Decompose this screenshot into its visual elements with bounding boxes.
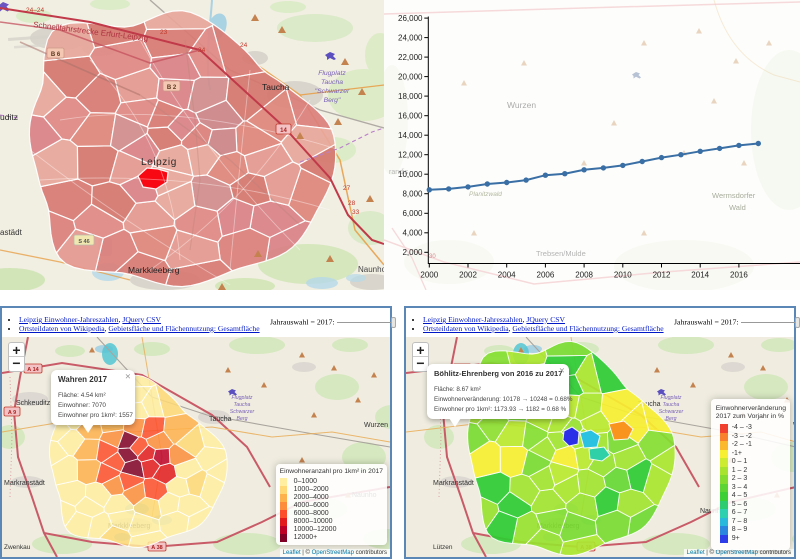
svg-text:2010: 2010 — [614, 271, 632, 280]
svg-text:24: 24 — [198, 47, 206, 54]
svg-text:Flugplatz: Flugplatz — [660, 395, 681, 401]
svg-text:Trebsen/Mulde: Trebsen/Mulde — [536, 249, 586, 258]
svg-text:Taucha: Taucha — [234, 402, 251, 408]
svg-text:"Schwarzer: "Schwarzer — [315, 88, 350, 95]
svg-text:Taucha: Taucha — [209, 416, 232, 423]
svg-text:Taucha: Taucha — [321, 79, 343, 86]
svg-text:14,000: 14,000 — [398, 131, 423, 140]
svg-text:28: 28 — [348, 200, 356, 207]
svg-text:Flugplatz: Flugplatz — [231, 395, 252, 401]
svg-text:B 6: B 6 — [51, 52, 61, 58]
svg-text:Taucha: Taucha — [663, 402, 680, 408]
svg-text:uditz: uditz — [0, 112, 18, 122]
svg-text:Berg": Berg" — [324, 97, 341, 104]
svg-text:12,000: 12,000 — [398, 151, 423, 160]
svg-text:A 38: A 38 — [151, 545, 162, 551]
svg-text:S 46: S 46 — [78, 239, 89, 245]
svg-text:2014: 2014 — [691, 271, 709, 280]
svg-text:Wurzen: Wurzen — [364, 422, 388, 429]
svg-text:10,000: 10,000 — [398, 170, 423, 179]
svg-text:2000: 2000 — [420, 271, 438, 280]
svg-text:16,000: 16,000 — [398, 112, 423, 121]
svg-text:2004: 2004 — [498, 271, 516, 280]
svg-text:8,000: 8,000 — [402, 190, 423, 199]
svg-text:30: 30 — [429, 254, 436, 260]
svg-text:24: 24 — [240, 42, 248, 49]
svg-text:Lützen: Lützen — [433, 544, 453, 551]
svg-text:Schwarzer: Schwarzer — [230, 409, 255, 415]
svg-text:Markranstädt: Markranstädt — [4, 480, 45, 487]
svg-text:2016: 2016 — [730, 271, 748, 280]
svg-text:Planitzwald: Planitzwald — [469, 191, 502, 198]
svg-text:Flugplatz: Flugplatz — [318, 70, 346, 77]
svg-text:Markkleeberg: Markkleeberg — [128, 265, 180, 275]
svg-text:Leipzig: Leipzig — [141, 157, 177, 168]
svg-text:Naunho: Naunho — [358, 265, 384, 274]
svg-text:Schkeuditz: Schkeuditz — [16, 400, 51, 407]
svg-text:18,000: 18,000 — [398, 92, 423, 101]
svg-text:24–24: 24–24 — [26, 7, 44, 14]
svg-text:2002: 2002 — [459, 271, 477, 280]
svg-text:4,000: 4,000 — [402, 229, 423, 238]
svg-text:Taucha: Taucha — [262, 82, 290, 92]
svg-text:A 14: A 14 — [27, 367, 39, 373]
svg-text:randis: randis — [389, 169, 409, 176]
svg-text:Wald: Wald — [729, 203, 746, 212]
svg-text:Markranstädt: Markranstädt — [433, 480, 474, 487]
svg-text:26,000: 26,000 — [398, 14, 423, 23]
svg-text:6,000: 6,000 — [402, 209, 423, 218]
svg-text:24,000: 24,000 — [398, 33, 423, 42]
svg-text:Wermsdorfer: Wermsdorfer — [712, 191, 756, 200]
svg-text:23: 23 — [160, 29, 168, 36]
svg-text:20,000: 20,000 — [398, 72, 423, 81]
svg-text:B 2: B 2 — [167, 85, 177, 91]
svg-text:33: 33 — [352, 209, 360, 216]
svg-text:Wurzen: Wurzen — [793, 422, 794, 429]
svg-text:2,000: 2,000 — [402, 248, 423, 257]
svg-text:Schwarzer: Schwarzer — [659, 409, 684, 415]
svg-text:Zwenkau: Zwenkau — [4, 544, 31, 551]
svg-text:astädt: astädt — [0, 228, 23, 237]
svg-text:Wurzen: Wurzen — [507, 100, 536, 110]
svg-text:22,000: 22,000 — [398, 53, 423, 62]
svg-text:Berg: Berg — [666, 416, 677, 422]
svg-text:Berg: Berg — [237, 416, 248, 422]
svg-text:14: 14 — [280, 128, 287, 134]
svg-text:A 9: A 9 — [8, 410, 16, 416]
svg-text:2008: 2008 — [575, 271, 593, 280]
svg-text:2012: 2012 — [653, 271, 671, 280]
svg-text:Taucha: Taucha — [638, 401, 661, 408]
svg-text:27: 27 — [343, 185, 351, 192]
svg-text:2006: 2006 — [537, 271, 555, 280]
